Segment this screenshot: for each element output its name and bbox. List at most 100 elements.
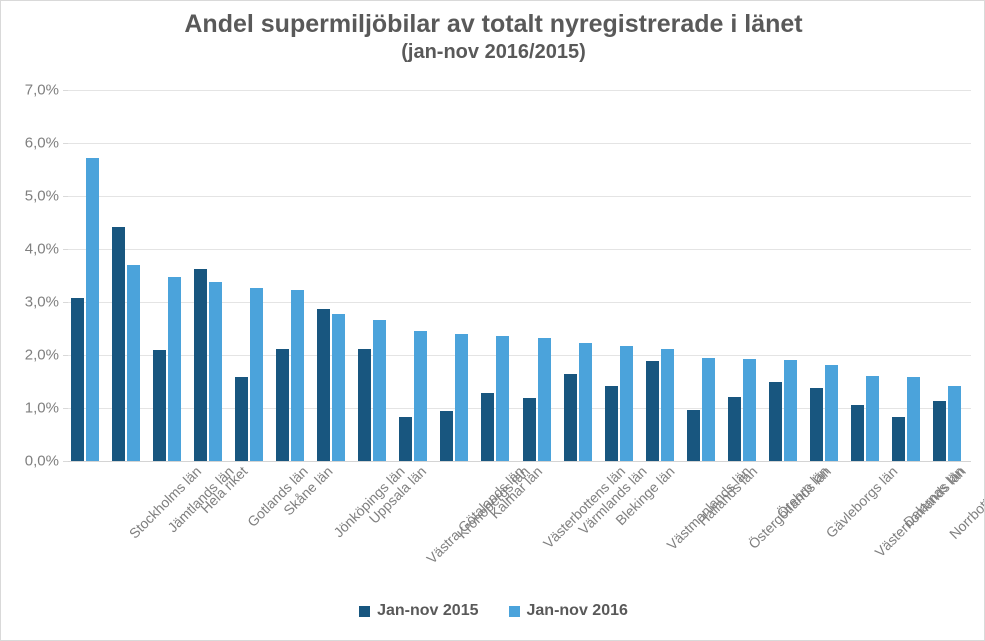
legend-swatch-icon: [359, 605, 371, 617]
y-axis-tick-mark: [63, 249, 68, 250]
bar-series-2016[interactable]: [906, 376, 920, 461]
y-axis-tick-label: 7,0%: [24, 81, 59, 99]
legend-item-2016[interactable]: Jan-nov 2016: [508, 602, 628, 620]
bar-series-2016[interactable]: [865, 376, 879, 461]
x-axis-tick-label: Gävleborgs län: [822, 463, 901, 541]
y-axis-tick-mark: [63, 302, 68, 303]
bar-group[interactable]: [807, 90, 848, 461]
bar-series-2015[interactable]: [276, 349, 290, 461]
bar-series-2015[interactable]: [727, 396, 741, 461]
bar-series-2016[interactable]: [291, 290, 305, 461]
bar-series-2016[interactable]: [168, 277, 182, 461]
bar-series-2016[interactable]: [373, 319, 387, 461]
bar-series-2015[interactable]: [645, 361, 659, 461]
bar-series-2015[interactable]: [809, 388, 823, 461]
x-axis-tick-label: Hallands län: [694, 463, 761, 529]
bar-series-2015[interactable]: [235, 377, 249, 461]
y-axis-tick-label: 5,0%: [24, 187, 59, 205]
y-axis-tick-label: 6,0%: [24, 134, 59, 152]
bar-group[interactable]: [643, 90, 684, 461]
gridline: 3,0%: [25, 294, 971, 311]
bar-series-2016[interactable]: [86, 157, 99, 461]
bar-group[interactable]: [520, 90, 561, 461]
y-axis-tick-label: 2,0%: [24, 346, 59, 364]
bar-series-2015[interactable]: [112, 226, 126, 461]
bar-group[interactable]: [355, 90, 396, 461]
bar-group[interactable]: [68, 90, 109, 461]
bar-group[interactable]: [889, 90, 930, 461]
gridline: 2,0%: [25, 347, 971, 364]
bar-group[interactable]: [314, 90, 355, 461]
bar-group[interactable]: [396, 90, 437, 461]
bar-group[interactable]: [150, 90, 191, 461]
bar-series-2015[interactable]: [604, 385, 618, 461]
bar-series-2015[interactable]: [194, 268, 208, 461]
y-axis-tick-mark: [63, 196, 68, 197]
bar-group[interactable]: [684, 90, 725, 461]
gridline: 0,0%: [25, 453, 971, 470]
bar-group[interactable]: [273, 90, 314, 461]
bar-group[interactable]: [191, 90, 232, 461]
y-axis-tick-mark: [63, 355, 68, 356]
x-axis-tick-label: Örebro län: [773, 463, 832, 522]
y-axis-tick-label: 1,0%: [24, 399, 59, 417]
bars-layer: [68, 90, 971, 461]
legend-swatch-icon: [508, 605, 520, 617]
chart-subtitle: (jan-nov 2016/2015): [401, 41, 586, 63]
gridline: 6,0%: [25, 135, 971, 152]
gridline: 7,0%: [25, 82, 971, 99]
y-axis-tick-label: 0,0%: [24, 452, 59, 470]
legend-label: Jan-nov 2015: [377, 602, 479, 619]
bar-series-2015[interactable]: [563, 373, 577, 461]
bar-series-2016[interactable]: [414, 330, 428, 461]
bar-group[interactable]: [766, 90, 807, 461]
bar-series-2016[interactable]: [742, 358, 756, 461]
chart-title-block: Andel supermiljöbilar av totalt nyregist…: [1, 9, 984, 65]
bar-series-2015[interactable]: [522, 397, 536, 461]
bar-series-2015[interactable]: [481, 393, 495, 461]
y-axis-tick-label: 3,0%: [24, 293, 59, 311]
gridline: 1,0%: [25, 400, 971, 417]
bar-series-2016[interactable]: [619, 346, 633, 461]
bar-series-2016[interactable]: [660, 348, 674, 461]
y-axis-tick-label: 4,0%: [24, 240, 59, 258]
bar-group[interactable]: [109, 90, 150, 461]
bar-series-2015[interactable]: [153, 350, 167, 461]
bar-series-2016[interactable]: [537, 337, 551, 461]
bar-series-2016[interactable]: [455, 334, 469, 461]
bar-group[interactable]: [232, 90, 273, 461]
bar-group[interactable]: [930, 90, 971, 461]
bar-series-2016[interactable]: [578, 343, 592, 461]
bar-series-2015[interactable]: [932, 401, 946, 461]
plot-area: 0,0% 1,0% 2,0% 3,0% 4,0% 5,0% 6,0% 7,0%: [25, 82, 971, 470]
bar-group[interactable]: [437, 90, 478, 461]
bar-series-2015[interactable]: [850, 405, 864, 461]
y-axis-tick-mark: [63, 461, 68, 462]
bar-group[interactable]: [848, 90, 889, 461]
legend-label: Jan-nov 2016: [526, 602, 628, 619]
bar-series-2016[interactable]: [250, 288, 264, 461]
bar-series-2015[interactable]: [71, 297, 84, 461]
bar-series-2016[interactable]: [701, 357, 715, 461]
bar-group[interactable]: [725, 90, 766, 461]
bar-series-2015[interactable]: [440, 411, 454, 461]
bar-series-2015[interactable]: [358, 349, 372, 461]
bar-series-2015[interactable]: [399, 417, 413, 461]
bar-series-2016[interactable]: [783, 360, 797, 461]
bar-series-2016[interactable]: [127, 264, 141, 461]
bar-series-2016[interactable]: [947, 385, 961, 461]
bar-series-2015[interactable]: [686, 410, 700, 461]
bar-series-2015[interactable]: [317, 308, 331, 461]
bar-series-2016[interactable]: [332, 313, 346, 461]
bar-series-2015[interactable]: [768, 381, 782, 461]
bar-series-2016[interactable]: [209, 281, 223, 461]
x-axis-labels: Stockholms län Jämtlands län Hela riket Got…: [68, 463, 984, 583]
bar-group[interactable]: [478, 90, 519, 461]
bar-series-2016[interactable]: [496, 336, 510, 461]
bar-group[interactable]: [561, 90, 602, 461]
bar-group[interactable]: [602, 90, 643, 461]
legend-item-2015[interactable]: Jan-nov 2015: [359, 602, 479, 620]
bar-series-2015[interactable]: [891, 417, 905, 461]
page-title: Andel supermiljöbilar av totalt nyregist…: [184, 10, 803, 38]
bar-series-2016[interactable]: [824, 364, 838, 461]
